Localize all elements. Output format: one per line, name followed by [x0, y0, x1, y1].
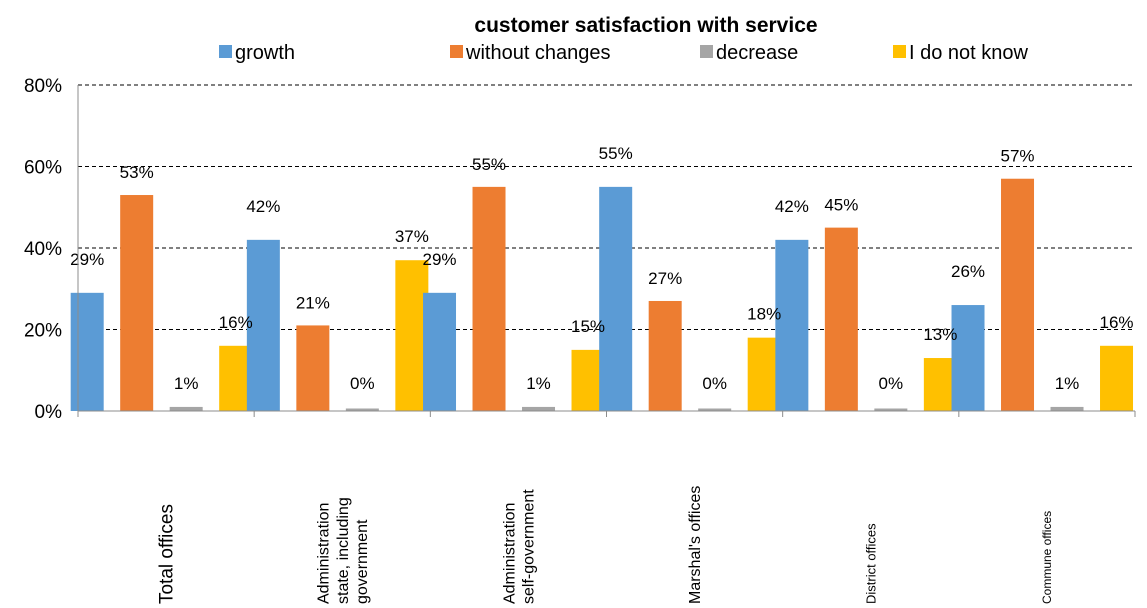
data-label-4-3: 13% — [923, 325, 957, 344]
bar-4-2 — [874, 408, 908, 411]
data-label-5-2: 1% — [1055, 374, 1080, 393]
data-label-5-3: 16% — [1100, 313, 1134, 332]
legend-label-3: I do not know — [909, 42, 1029, 64]
category-label-1: Administration state, including government — [316, 497, 371, 604]
bar-0-2 — [169, 406, 203, 411]
data-label-3-1: 27% — [648, 269, 682, 288]
bar-3-0 — [599, 186, 633, 411]
category-labels: Total offices Administration state, includ… — [157, 486, 1054, 604]
y-tick-label-4: 80% — [24, 76, 62, 97]
bar-2-3 — [571, 349, 605, 411]
bar-1-1 — [296, 325, 330, 411]
category-label-line-3-0: Marshal's offices — [687, 486, 704, 604]
category-label-line-1-0: Administration — [316, 503, 333, 604]
legend: growth without changes decrease I do not kn… — [219, 42, 1029, 64]
legend-label-1: without changes — [465, 42, 611, 64]
legend-swatch-1 — [450, 45, 463, 58]
category-label-0: Total offices — [157, 504, 178, 604]
y-tick-label-2: 40% — [24, 239, 62, 260]
data-label-5-1: 57% — [1001, 147, 1035, 166]
legend-swatch-2 — [700, 45, 713, 58]
data-label-2-1: 55% — [472, 155, 506, 174]
y-axis: 0% 20% 40% 60% 80% — [24, 76, 62, 423]
category-label-4: District offices — [863, 523, 878, 604]
y-tick-label-0: 0% — [35, 402, 63, 423]
y-tick-label-3: 60% — [24, 158, 62, 179]
category-label-line-5-0: Commune offices — [1040, 511, 1054, 604]
bar-3-3 — [747, 337, 781, 411]
bar-2-1 — [472, 186, 506, 411]
bar-5-2 — [1050, 406, 1084, 411]
data-label-0-2: 1% — [174, 374, 199, 393]
bar-3-1 — [648, 300, 682, 411]
bar-5-0 — [951, 305, 985, 411]
chart-title: customer satisfaction with service — [474, 14, 817, 37]
data-label-4-2: 0% — [879, 374, 904, 393]
category-label-line-0-0: Total offices — [157, 504, 178, 604]
bar-5-1 — [1001, 178, 1035, 411]
data-label-2-2: 1% — [526, 374, 551, 393]
category-label-line-2-1: self-government — [521, 489, 538, 604]
data-label-1-1: 21% — [296, 293, 330, 312]
data-label-0-3: 16% — [219, 313, 253, 332]
data-label-1-2: 0% — [350, 374, 375, 393]
data-label-2-3: 15% — [571, 317, 605, 336]
category-label-3: Marshal's offices — [687, 486, 704, 604]
bar-1-3 — [395, 260, 429, 411]
bar-1-0 — [246, 239, 280, 411]
data-label-0-0: 29% — [70, 250, 104, 269]
legend-swatch-0 — [219, 45, 232, 58]
data-label-4-0: 42% — [775, 197, 809, 216]
data-label-3-3: 18% — [747, 305, 781, 324]
bar-5-3 — [1100, 345, 1134, 411]
data-label-4-1: 45% — [824, 196, 858, 215]
category-label-line-4-0: District offices — [863, 523, 878, 604]
legend-swatch-3 — [893, 45, 906, 58]
data-label-5-0: 26% — [951, 262, 985, 281]
data-labels: 29% 53% 1% 16% 42% 21% 0% 37% 29% 55% 1% 15% 55% 27% 0… — [70, 144, 1133, 393]
x-axis — [77, 85, 1136, 417]
bar-2-2 — [522, 406, 556, 411]
bar-3-2 — [698, 408, 732, 411]
bar-0-3 — [219, 345, 253, 411]
data-label-1-0: 42% — [246, 197, 280, 216]
legend-label-0: growth — [235, 42, 295, 64]
category-label-line-2-0: Administration — [501, 503, 518, 604]
data-label-1-3: 37% — [395, 227, 429, 246]
bar-4-3 — [923, 358, 957, 411]
category-label-line-1-1: state, including — [335, 497, 352, 604]
data-label-3-0: 55% — [599, 144, 633, 163]
bars — [70, 178, 1134, 411]
category-label-5: Commune offices — [1040, 511, 1054, 604]
bar-4-0 — [775, 239, 809, 411]
data-label-2-0: 29% — [423, 250, 457, 269]
y-tick-label-1: 20% — [24, 321, 62, 342]
bar-4-1 — [824, 227, 858, 411]
bar-0-1 — [120, 195, 154, 411]
legend-label-2: decrease — [716, 42, 798, 64]
category-label-2: Administration self-government — [501, 489, 537, 604]
data-label-0-1: 53% — [120, 163, 154, 182]
data-label-3-2: 0% — [702, 374, 727, 393]
bar-2-0 — [423, 292, 457, 411]
bar-0-0 — [70, 292, 104, 411]
category-label-line-1-2: government — [354, 519, 371, 604]
bar-1-2 — [345, 408, 379, 411]
